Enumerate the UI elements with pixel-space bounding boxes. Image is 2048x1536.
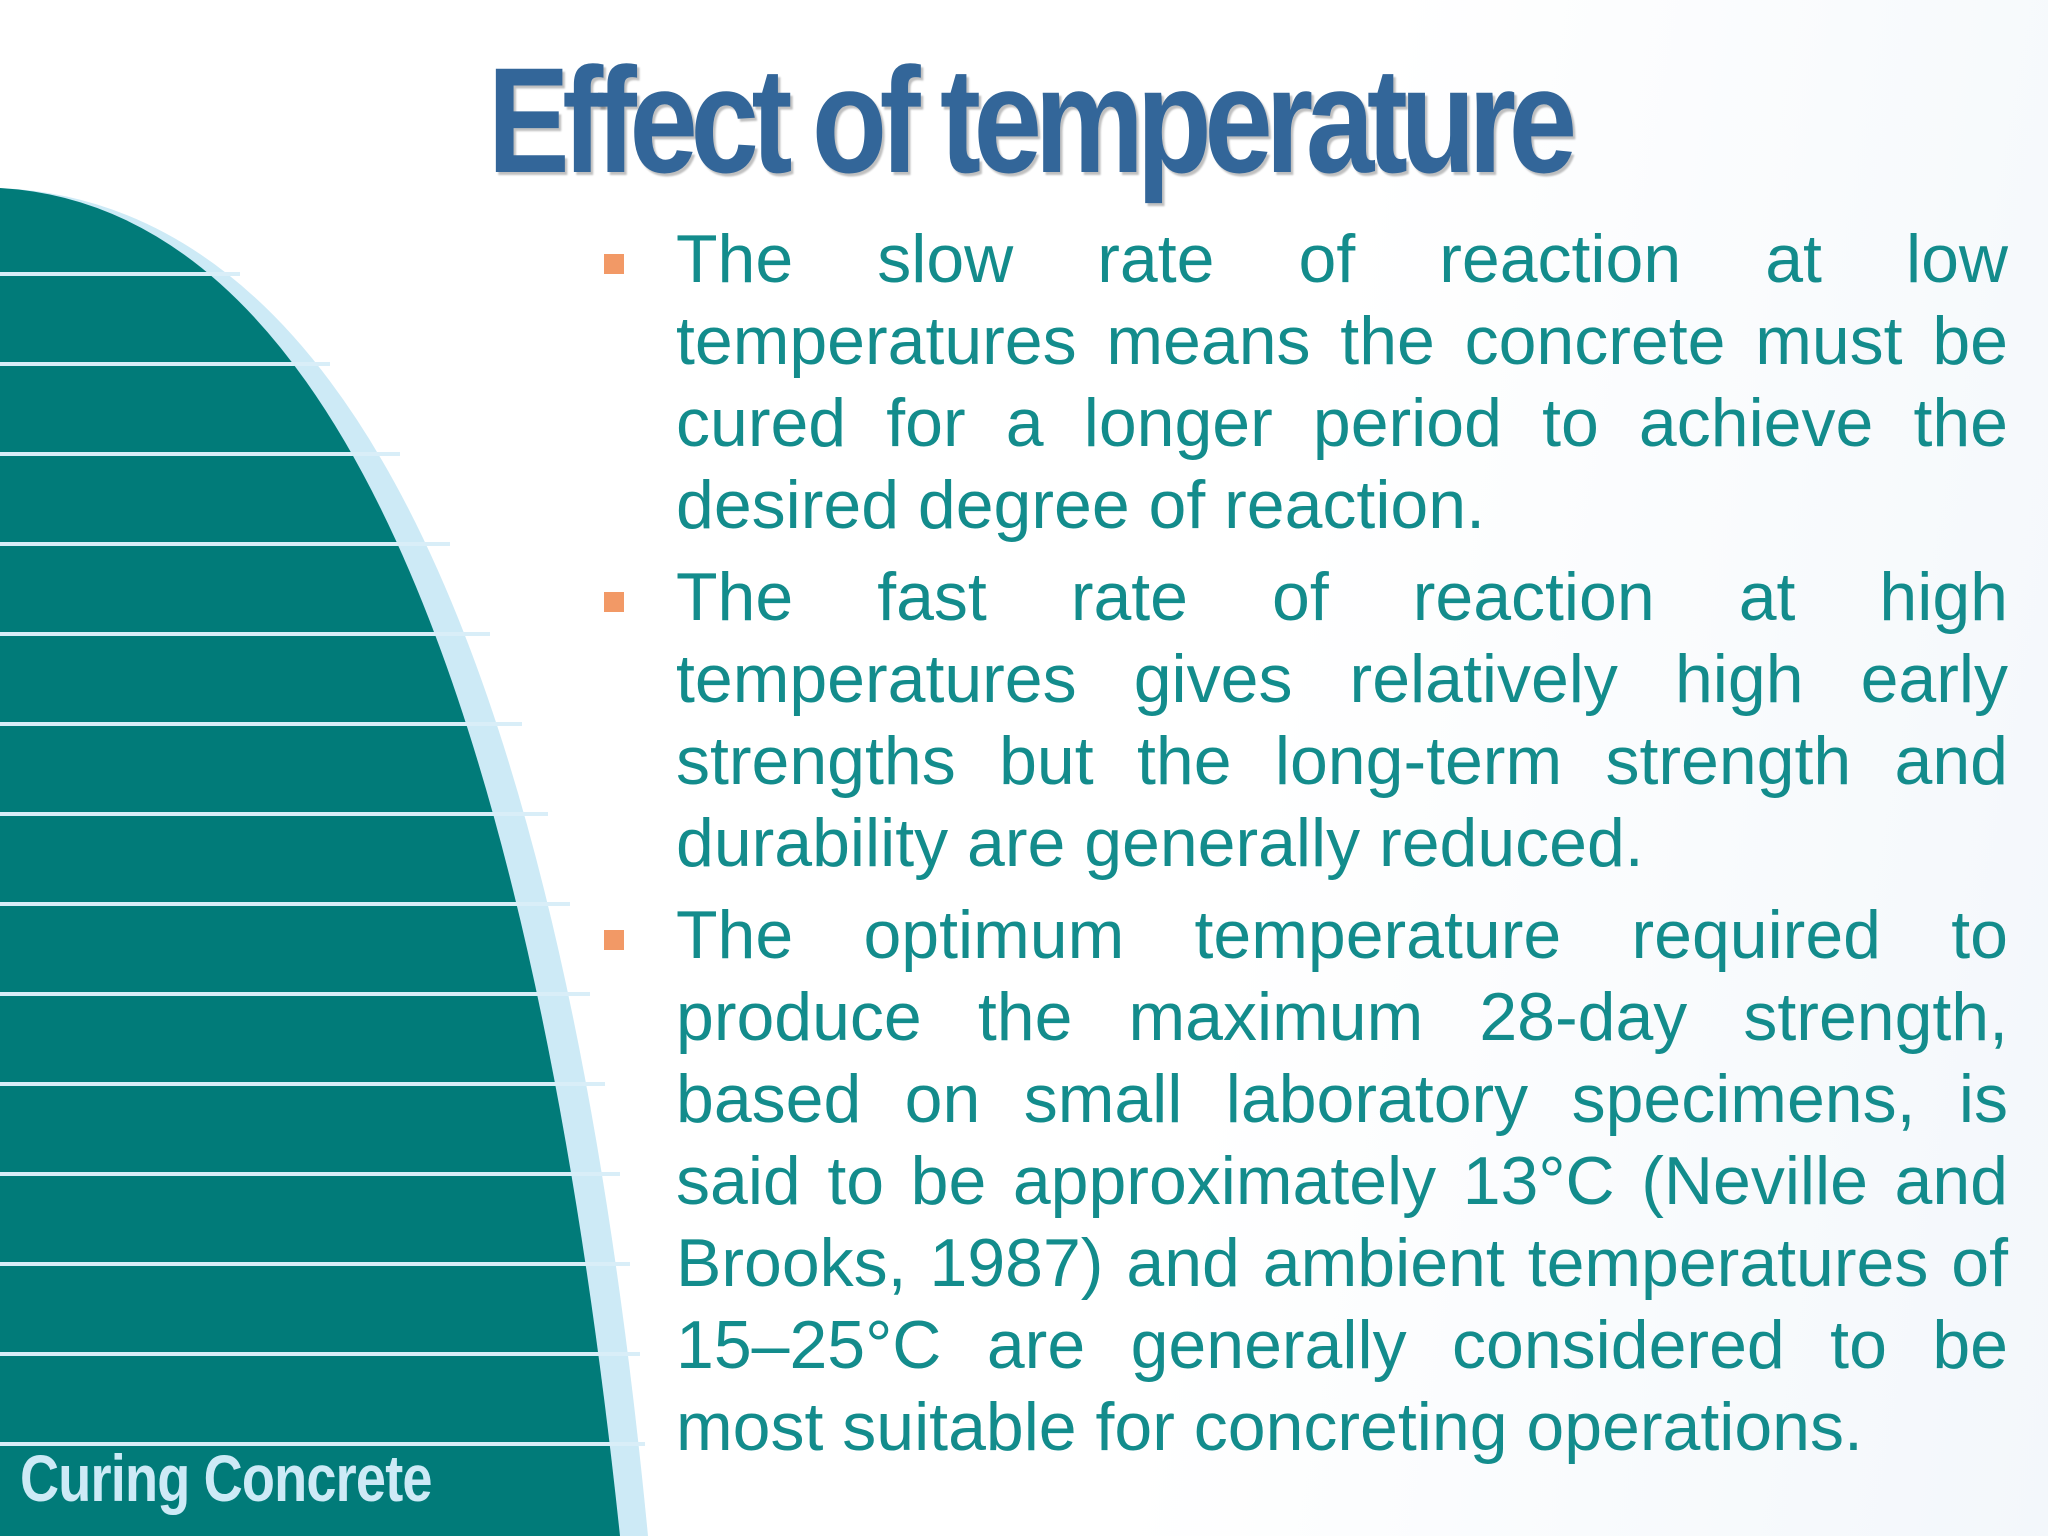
bullet-text: The fast rate of reaction at high temper… [676,559,2008,881]
bullet-item: The fast rate of reaction at high temper… [600,556,2008,884]
teal-dome [0,188,620,1536]
bullet-text: The optimum temperature required to prod… [676,897,2008,1465]
bullet-list: The slow rate of reaction at low tempera… [600,218,2008,1478]
footer-label: Curing Concrete [20,1441,432,1515]
square-bullet-icon [604,930,624,950]
bullet-text: The slow rate of reaction at low tempera… [676,221,2008,543]
striped-dome-decoration [0,188,648,1536]
square-bullet-icon [604,254,624,274]
slide-title: Effect of temperature [487,36,1577,204]
bullet-item: The slow rate of reaction at low tempera… [600,218,2008,546]
bullet-item: The optimum temperature required to prod… [600,894,2008,1468]
stripe-lines [0,272,645,1446]
square-bullet-icon [604,592,624,612]
